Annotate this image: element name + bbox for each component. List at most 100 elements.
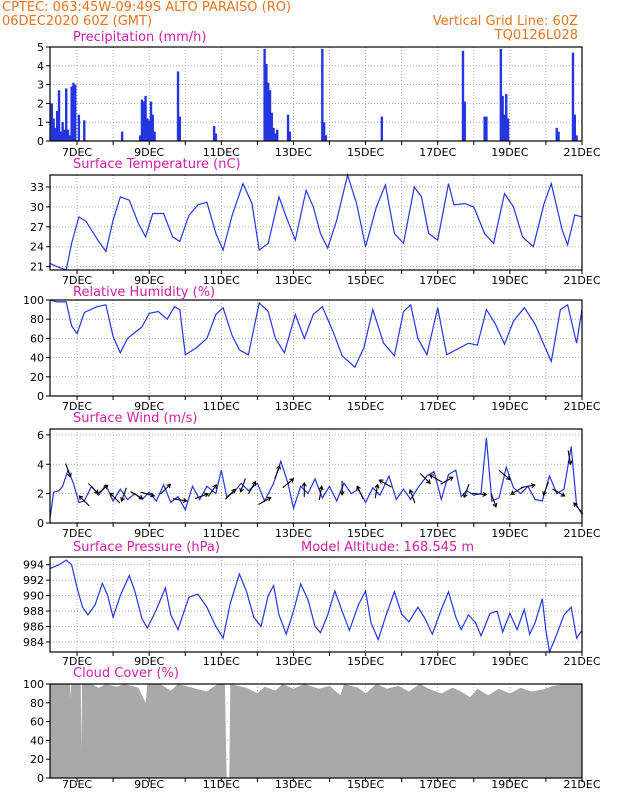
series-line [49,299,583,369]
x-tick-label: 15DEC [347,655,384,668]
x-tick-label: 11DEC [203,778,240,791]
x-tick-label: 17DEC [419,400,456,413]
wind-arrow-head [239,487,245,493]
wind-arrow-shaft [96,485,109,495]
precip-bar [77,114,81,141]
wind-arrow-shaft [140,491,155,497]
wind-arrow-shaft [282,478,294,489]
wind-arrow [339,480,345,496]
wind-arrow-head [462,493,468,499]
wind-arrow [225,488,237,500]
panel-title: Surface Pressure (hPa) [73,540,220,555]
x-tick-label: 9DEC [134,274,164,287]
wind-arrow-shaft [248,481,256,495]
wind-arrow [462,483,470,499]
x-tick-label: 7DEC [62,655,92,668]
precip-bar [276,129,279,141]
wind-arrow-shaft [409,489,416,504]
y-tick-label: 2 [37,97,44,110]
wind-arrow-head [448,476,454,482]
wind-arrow-shaft [65,463,71,477]
wind-arrow-shaft [498,469,511,480]
x-tick-label: 15DEC [347,778,384,791]
precip-bar [153,131,156,141]
precip-bar [147,120,151,141]
y-tick-label: 27 [30,221,44,234]
wind-arrow [356,485,364,500]
precip-bar [463,101,466,141]
wind-arrow [440,476,454,485]
cloud-cover-area [50,684,582,778]
wind-arrow [552,488,566,497]
wind-arrow-shaft [240,478,246,492]
panel-5: 0 20 40 60 80 100 7DEC 9DEC 11DEC 13DEC 15DEC 17DEC… [23,666,601,791]
y-tick-label: 3 [37,79,44,92]
y-tick-label: 4 [37,60,44,73]
precip-bar [52,118,55,141]
wind-arrow [194,492,210,500]
wind-arrow-head [482,491,488,497]
wind-arrow-shaft [160,483,171,495]
precip-bar [142,101,145,141]
wind-arrow-head [378,479,384,484]
precip-bar [74,84,77,141]
wind-arrow-shaft [258,496,271,505]
precip-bar [66,129,70,141]
precip-bar [176,71,180,141]
wind-arrow [301,481,307,497]
precip-bar [214,133,218,141]
y-tick-label: 60 [30,332,44,345]
wind-arrow [109,492,121,504]
wind-arrow-head [356,485,361,491]
precip-bar [178,116,182,141]
wind-arrow-head [492,502,498,508]
wind-arrow-head [567,460,573,466]
panel-2: 0 20 40 60 80 100 7DEC 9DEC 11DEC 13DEC 15DEC 17DEC… [23,285,601,413]
wind-arrow-head [166,483,172,489]
x-tick-label: 19DEC [491,274,528,287]
wind-arrow-head [339,491,345,496]
precip-bar [503,114,506,141]
precip-bar [575,135,578,141]
x-tick-label: 17DEC [419,655,456,668]
wind-arrow-head [530,483,536,489]
y-tick-label: 2 [37,488,44,501]
x-tick-label: 7DEC [62,527,92,540]
wind-arrow-shaft [440,476,454,485]
precip-bar [263,48,266,141]
precip-bar [501,95,504,141]
panel-title: Surface Wind (m/s) [73,411,197,426]
precip-bar [505,94,508,141]
precip-bar [120,131,124,141]
panel-frame [49,46,583,142]
wind-arrow-head [266,496,272,502]
precip-bar [380,116,384,141]
wind-arrow-head [408,488,414,495]
x-tick-label: 21DEC [563,274,600,287]
y-tick-label: 80 [30,697,44,710]
wind-arrow-shaft [172,498,187,502]
x-tick-label: 13DEC [275,274,312,287]
y-tick-label: 992 [23,574,44,587]
x-tick-label: 21DEC [563,400,600,413]
precip-bar [499,48,503,141]
wind-arrow-head [78,495,84,501]
panel-0: 0 1 2 3 4 5 7DEC 9DEC 11DEC 13DEC 15DEC 17DEC 19DEC 2… [37,30,601,159]
y-tick-label: 24 [30,241,44,254]
x-tick-label: 9DEC [134,400,164,413]
wind-arrow [573,502,584,515]
y-tick-label: 986 [23,621,44,634]
y-tick-label: 988 [23,605,44,618]
precip-bar [138,135,142,141]
precip-bar [485,116,488,141]
wind-arrow [510,486,524,495]
precip-bar [212,125,216,141]
precip-bar [274,133,277,141]
wind-arrow [120,487,127,502]
y-tick-label: 33 [30,181,44,194]
x-tick-label: 11DEC [203,274,240,287]
y-tick-label: 0 [37,517,44,530]
x-tick-label: 17DEC [419,527,456,540]
x-tick-label: 7DEC [62,778,92,791]
